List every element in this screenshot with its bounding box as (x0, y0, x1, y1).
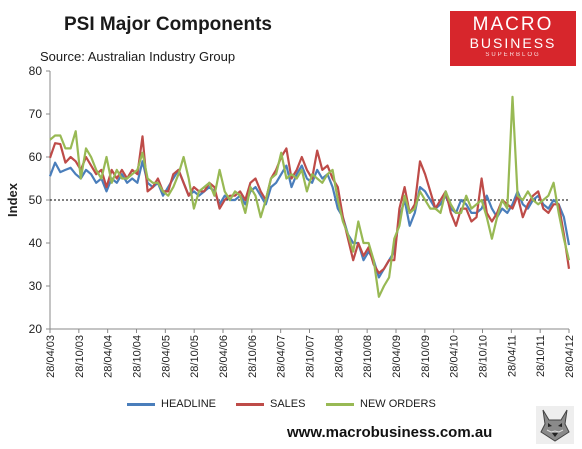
x-tick-label: 28/04/04 (103, 335, 115, 378)
legend-headline: HEADLINE (127, 398, 216, 410)
legend-headline-swatch (127, 402, 155, 406)
x-tick-label: 28/10/11 (535, 335, 547, 377)
x-tick-label: 28/04/08 (333, 335, 345, 378)
brand-logo: MACRO BUSINESS SUPERBLOG (450, 11, 576, 66)
legend-sales-label: SALES (270, 398, 306, 410)
x-tick-label: 28/04/06 (218, 335, 230, 378)
logo-line-3: SUPERBLOG (485, 52, 541, 58)
x-tick-label: 28/10/06 (247, 335, 259, 378)
x-tick-label: 28/04/12 (564, 335, 576, 378)
series-line-new-orders (49, 95, 571, 298)
logo-line-2: BUSINESS (469, 35, 557, 51)
y-tick-label: 40 (29, 236, 43, 250)
x-tick-label: 28/10/09 (420, 335, 432, 378)
x-tick-label: 28/04/05 (160, 335, 172, 378)
y-tick-label: 20 (29, 322, 43, 336)
legend-new-orders-label: NEW ORDERS (360, 398, 436, 410)
x-tick-label: 28/04/11 (506, 335, 518, 377)
x-tick-label: 28/04/07 (276, 335, 288, 378)
x-tick-label: 28/10/05 (189, 335, 201, 378)
y-tick-label: 30 (29, 279, 43, 293)
wolf-mascot-icon (536, 406, 574, 444)
source-note: Source: Australian Industry Group (40, 49, 236, 64)
x-tick-label: 28/10/07 (305, 335, 317, 378)
x-tick-label: 28/04/10 (449, 335, 461, 378)
y-tick-label: 70 (29, 107, 43, 121)
legend-sales-swatch (236, 402, 264, 406)
legend-sales: SALES (236, 398, 305, 410)
legend-headline-label: HEADLINE (161, 398, 217, 410)
x-tick-label: 28/10/04 (132, 335, 144, 378)
x-tick-label: 28/10/10 (478, 335, 490, 378)
logo-line-1: MACRO (472, 14, 554, 35)
x-tick-label: 28/10/03 (74, 335, 86, 378)
x-tick-label: 28/04/03 (45, 335, 57, 378)
y-axis-title: Index (5, 182, 20, 217)
x-tick-label: 28/10/08 (362, 335, 374, 378)
series-line-sales (48, 135, 571, 275)
y-tick-label: 80 (29, 64, 43, 78)
website-url: www.macrobusiness.com.au (287, 424, 493, 441)
legend-new-orders: NEW ORDERS (326, 398, 436, 410)
y-tick-label: 50 (29, 193, 43, 207)
legend-new-orders-swatch (326, 402, 354, 406)
y-tick-label: 60 (29, 150, 43, 164)
line-chart: 20 30 40 50 60 70 80 Index 28/04/03 28/10/03 28/04… (5, 64, 576, 378)
x-tick-label: 28/04/09 (391, 335, 403, 378)
chart-title: PSI Major Components (64, 14, 272, 35)
